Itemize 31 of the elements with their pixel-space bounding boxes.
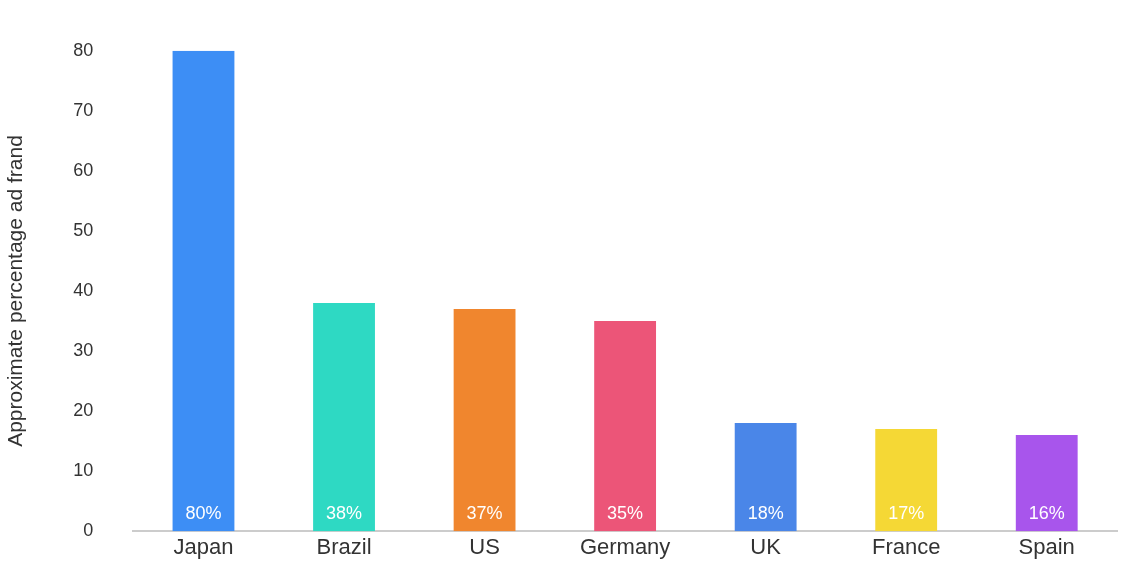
x-tick-label: US xyxy=(469,534,500,560)
data-label: 80% xyxy=(185,503,222,524)
y-tick-label: 0 xyxy=(83,520,94,541)
bar xyxy=(1015,435,1078,532)
bar xyxy=(734,423,797,532)
bar xyxy=(875,429,938,532)
x-tick-label: UK xyxy=(750,534,782,560)
bar xyxy=(313,303,375,532)
y-tick-label: 70 xyxy=(73,99,94,120)
x-tick-label: Spain xyxy=(1018,534,1075,560)
y-tick-label: 20 xyxy=(73,400,94,421)
data-label: 38% xyxy=(326,503,363,524)
data-label: 35% xyxy=(607,503,644,524)
bar xyxy=(594,321,657,532)
y-tick-label: 30 xyxy=(73,340,94,361)
data-label: 37% xyxy=(466,503,503,524)
y-axis-title: Approximate percentage ad frand xyxy=(3,135,27,447)
x-tick-label: France xyxy=(871,534,941,560)
x-tick-label: Brazil xyxy=(316,534,372,560)
x-tick-label: Germany xyxy=(579,534,671,560)
data-label: 17% xyxy=(888,503,925,524)
bar xyxy=(172,50,235,532)
y-tick-label: 10 xyxy=(73,460,94,481)
y-tick-label: 60 xyxy=(73,159,94,180)
y-tick-label: 80 xyxy=(73,39,94,60)
data-label: 16% xyxy=(1028,503,1065,524)
y-tick-label: 40 xyxy=(73,279,94,300)
x-tick-label: Japan xyxy=(173,534,234,560)
bar xyxy=(453,309,516,532)
y-tick-label: 50 xyxy=(73,219,94,240)
data-label: 18% xyxy=(747,503,784,524)
